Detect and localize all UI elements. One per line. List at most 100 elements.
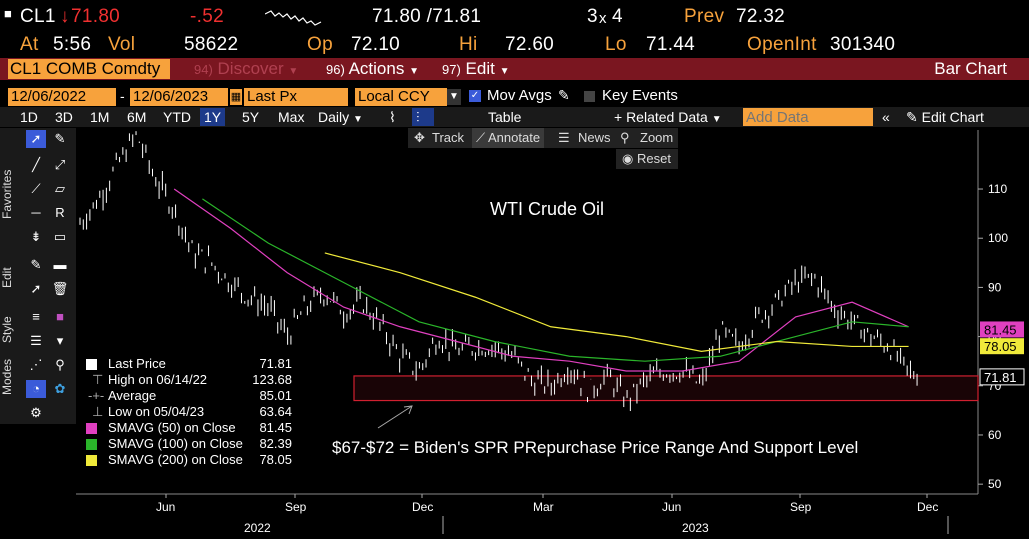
chevron-down-icon[interactable]: ▼ xyxy=(447,89,461,105)
dropdown-icon[interactable]: ▾ xyxy=(56,333,64,348)
security-field[interactable]: CL1 COMB Comdty xyxy=(8,59,170,79)
chart-tool-strip: ✥ Track ⟋ Annotate ☰ News ⚲ Zoom xyxy=(408,128,678,148)
vol-label: Vol xyxy=(108,34,136,55)
chart-legend: Last Price 71.81 ⊤ High on 06/14/22 123.68 … xyxy=(82,351,298,472)
track-button[interactable]: Track xyxy=(432,130,465,145)
edit-menu[interactable]: 97) Edit ▼ xyxy=(442,58,522,80)
high-marker-icon: ⊤ xyxy=(92,372,104,387)
range-1m[interactable]: 1M xyxy=(90,109,110,125)
horizontal-line-icon[interactable]: ─ xyxy=(31,205,41,220)
magnet-icon[interactable]: ⚲ xyxy=(55,357,65,372)
legend-row-sma100: SMAVG (100) on Close 82.39 xyxy=(86,436,296,452)
edit-chart-button[interactable]: ✎ Edit Chart xyxy=(902,108,988,126)
y-tick-label: 50 xyxy=(988,477,1002,491)
key-events-checkbox[interactable] xyxy=(584,91,595,102)
legend-label: Low on 05/04/23 xyxy=(108,404,205,419)
fill-color-icon[interactable]: ■ xyxy=(56,309,64,324)
ask-size: 4 xyxy=(612,6,623,27)
calendar-icon[interactable]: ▦ xyxy=(230,89,242,105)
collapse-icon[interactable]: « xyxy=(882,109,890,125)
select-icon[interactable]: ➚ xyxy=(30,281,42,296)
fib-icon[interactable]: ⇟ xyxy=(30,229,42,244)
pencil-icon: ✎ xyxy=(906,109,918,125)
price-marker xyxy=(980,321,1024,338)
rectangle-icon[interactable]: ▭ xyxy=(53,229,67,244)
line-tool-icon[interactable]: ╱ xyxy=(32,157,40,172)
cursor-mode-icon[interactable]: ◔ xyxy=(26,380,46,398)
reset-button[interactable]: ◉ Reset xyxy=(616,149,678,169)
legend-row-sma200: SMAVG (200) on Close 78.05 xyxy=(86,452,296,468)
moving-average-line xyxy=(324,252,909,352)
year-label: 2022 xyxy=(244,521,271,535)
range-3d[interactable]: 3D xyxy=(55,109,73,125)
line-chart-icon[interactable]: ⌇ xyxy=(389,109,396,125)
mov-avgs-checkbox[interactable]: ✓ xyxy=(469,90,481,102)
annotate-button[interactable]: ⟋ Annotate xyxy=(472,128,545,148)
range-max[interactable]: Max xyxy=(278,109,305,125)
currency-select[interactable]: Local CCY xyxy=(355,88,447,106)
moving-average-line xyxy=(202,198,909,362)
add-data-input[interactable] xyxy=(743,108,873,126)
annotation-arrow xyxy=(377,405,413,429)
legend-value: 123.68 xyxy=(252,372,292,387)
period-select[interactable]: Daily ▼ xyxy=(314,108,367,126)
news-button[interactable]: News xyxy=(578,130,611,145)
edit-label: Edit xyxy=(465,59,495,78)
price-chart[interactable]: 5060708090100110JunSepDecMarJunSepDec202… xyxy=(0,128,1029,539)
actions-menu[interactable]: 96) Actions ▼ xyxy=(326,58,430,80)
trash-icon[interactable]: 🗑 xyxy=(51,281,69,296)
date-from-field[interactable]: 12/06/2022 xyxy=(8,88,116,106)
legend-row-low: ⊥ Low on 05/04/23 63.64 xyxy=(86,404,296,420)
legend-value: 82.39 xyxy=(259,436,292,451)
legend-value: 63.64 xyxy=(259,404,292,419)
legend-row-average: -+- Average 85.01 xyxy=(86,388,296,404)
low-marker-icon: ⊥ xyxy=(92,404,104,419)
zoom-icon: ⚲ xyxy=(620,130,630,145)
average-marker-icon: -+- xyxy=(88,388,105,403)
news-icon: ☰ xyxy=(558,130,570,145)
discover-label: Discover xyxy=(217,59,284,78)
bar-chart-icon[interactable]: ⫶ xyxy=(412,108,434,126)
reset-label: Reset xyxy=(636,151,671,166)
chevron-down-icon: ▼ xyxy=(288,66,299,77)
legend-swatch xyxy=(86,455,97,466)
date-to-field[interactable]: 12/06/2023 xyxy=(130,88,228,106)
table-button[interactable]: Table xyxy=(488,109,522,125)
zoom-button[interactable]: Zoom xyxy=(640,130,674,145)
range-6m[interactable]: 6M xyxy=(127,109,147,125)
price-change: -.52 xyxy=(190,6,224,27)
color-swatch-icon[interactable]: ▬ xyxy=(53,257,67,272)
legend-value: 81.45 xyxy=(259,420,292,435)
key-events-label: Key Events xyxy=(602,87,678,104)
line-style-icon[interactable]: ≡ xyxy=(32,309,40,324)
y-tick-label: 90 xyxy=(988,280,1002,294)
range-5y[interactable]: 5Y xyxy=(242,109,260,125)
palette-icon[interactable]: ✿ xyxy=(54,381,66,396)
crosshair-icon[interactable]: ⋰ xyxy=(29,357,43,372)
trend-tool-icon[interactable]: ⟋ xyxy=(31,181,41,196)
channel-tool-icon[interactable]: ▱ xyxy=(55,181,65,196)
pencil-icon[interactable]: ✎ xyxy=(558,87,570,103)
open-int-label: OpenInt xyxy=(747,34,817,55)
pointer-icon[interactable]: ➚ xyxy=(26,130,46,148)
line-weight-icon[interactable]: ☰ xyxy=(30,333,42,348)
brush-icon[interactable]: ✎ xyxy=(30,257,42,272)
retracement-icon[interactable]: R xyxy=(55,205,65,220)
gear-icon[interactable]: ⚙ xyxy=(30,405,42,420)
period-label: Daily xyxy=(318,109,350,125)
range-ytd[interactable]: YTD xyxy=(163,109,191,125)
pen-icon[interactable]: ✎ xyxy=(54,131,66,146)
discover-menu[interactable]: 94) Discover ▼ xyxy=(194,58,316,80)
range-1d[interactable]: 1D xyxy=(20,109,38,125)
high-label: Hi xyxy=(459,34,478,55)
low-value: 71.44 xyxy=(646,34,696,55)
related-data-menu[interactable]: + Related Data ▼ xyxy=(610,108,726,126)
annotate-label: Annotate xyxy=(488,130,541,145)
at-label: At xyxy=(20,34,39,55)
range-1y[interactable]: 1Y xyxy=(200,108,226,126)
field-select[interactable]: Last Px xyxy=(244,88,348,106)
ray-tool-icon[interactable]: ⤢ xyxy=(54,157,66,172)
legend-row-last-price: Last Price 71.81 xyxy=(86,356,296,372)
reset-icon: ◉ xyxy=(622,151,634,166)
legend-value: 71.81 xyxy=(259,356,292,371)
